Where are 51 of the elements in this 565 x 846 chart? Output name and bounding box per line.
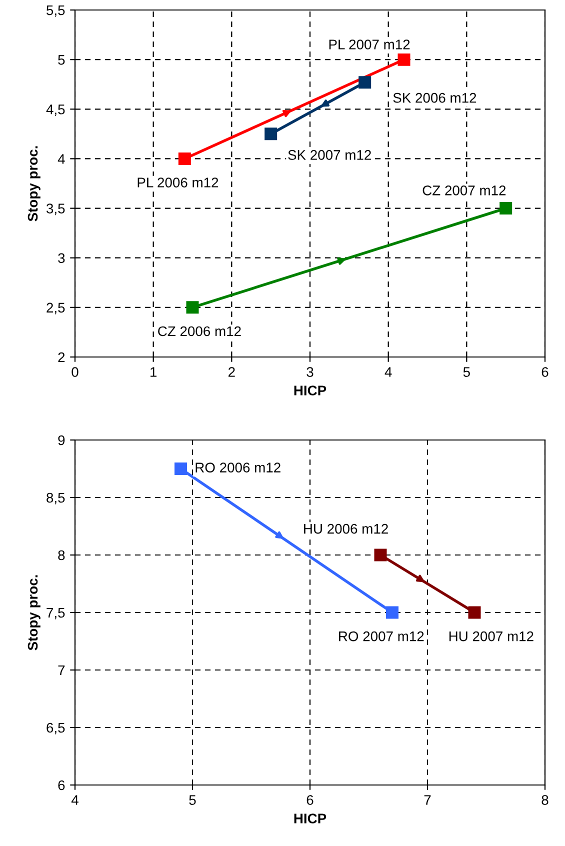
point bbox=[174, 462, 187, 475]
annotation: RO 2006 m12 bbox=[196, 462, 280, 472]
point bbox=[398, 53, 410, 66]
y-tick-label: 3,5 bbox=[46, 204, 65, 216]
y-axis-title: Stopy proc. bbox=[28, 575, 40, 650]
x-tick-label: 5 bbox=[463, 367, 470, 377]
annotation: CZ 2006 m12 bbox=[158, 326, 241, 336]
x-tick-label: 6 bbox=[542, 367, 548, 377]
point bbox=[386, 606, 398, 619]
y-tick-label: 7,5 bbox=[46, 608, 65, 620]
y-tick-label: 8,5 bbox=[46, 492, 65, 504]
x-tick-label: 3 bbox=[306, 367, 314, 377]
annotation: SK 2006 m12 bbox=[393, 92, 476, 103]
y-tick-label: 5 bbox=[58, 55, 65, 65]
point bbox=[186, 301, 199, 314]
point bbox=[468, 606, 481, 619]
y-tick-label: 3 bbox=[58, 253, 65, 264]
point bbox=[358, 76, 372, 89]
annotation: HU 2007 m12 bbox=[449, 631, 534, 642]
y-axis-title: Stopy proc. bbox=[28, 146, 40, 222]
x-tick-label: 7 bbox=[424, 795, 431, 805]
y-tick-label: 4,5 bbox=[46, 104, 65, 116]
y-tick-label: 5,5 bbox=[46, 5, 65, 17]
point bbox=[178, 152, 191, 165]
x-tick-label: 1 bbox=[150, 367, 157, 377]
annotation: SK 2007 m12 bbox=[288, 150, 371, 160]
y-tick-label: 7 bbox=[58, 665, 65, 676]
x-tick-label: 4 bbox=[71, 795, 78, 805]
point bbox=[500, 202, 512, 215]
x-tick-label: 8 bbox=[542, 795, 548, 805]
y-tick-label: 4 bbox=[58, 154, 65, 164]
annotation: CZ 2007 m12 bbox=[422, 186, 506, 196]
x-tick-label: 2 bbox=[228, 367, 235, 377]
y-tick-label: 6 bbox=[58, 780, 65, 790]
annotation: PL 2006 m12 bbox=[138, 178, 218, 188]
x-axis-title: HICP bbox=[294, 386, 326, 396]
x-tick-label: 6 bbox=[306, 795, 314, 805]
y-tick-label: 6,5 bbox=[46, 722, 65, 734]
y-tick-label: 2,5 bbox=[46, 302, 65, 314]
point bbox=[374, 548, 387, 562]
annotation: HU 2006 m12 bbox=[304, 524, 388, 534]
y-tick-label: 8 bbox=[58, 550, 65, 560]
x-tick-label: 5 bbox=[189, 795, 196, 805]
y-tick-label: 2 bbox=[58, 352, 65, 362]
annotation: PL 2007 m12 bbox=[329, 40, 410, 50]
x-tick-label: 4 bbox=[384, 367, 392, 377]
x-tick-label: 0 bbox=[72, 367, 78, 377]
point bbox=[264, 128, 278, 140]
x-axis-title: HICP bbox=[294, 814, 326, 824]
y-tick-label: 9 bbox=[58, 435, 65, 446]
annotation: RO 2007 m12 bbox=[339, 631, 424, 642]
